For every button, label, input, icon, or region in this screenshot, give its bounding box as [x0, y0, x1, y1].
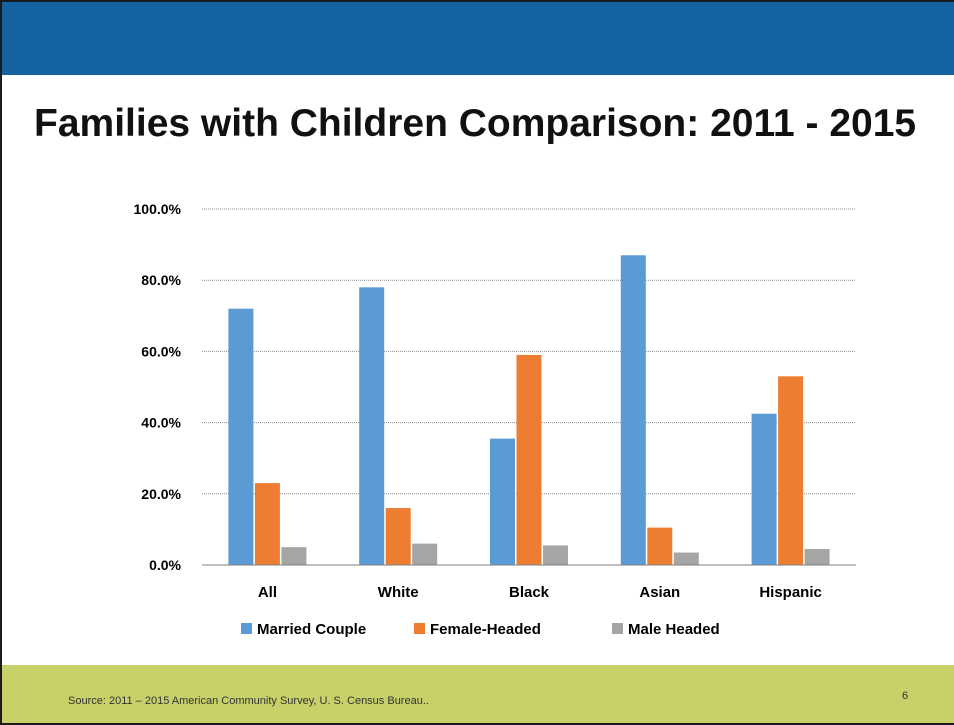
y-tick-label: 20.0% [141, 486, 181, 502]
bar-female-headed-all [255, 483, 280, 565]
bar-male-headed-hispanic [805, 549, 830, 565]
legend-label: Married Couple [257, 621, 366, 638]
y-tick-label: 100.0% [134, 201, 182, 217]
bar-female-headed-white [386, 508, 411, 565]
legend: Married Couple Female-Headed Male Headed [241, 621, 720, 638]
x-tick-label: White [378, 584, 419, 601]
x-tick-label: Black [509, 584, 550, 601]
bar-married-couple-asian [621, 255, 646, 565]
bar-married-couple-hispanic [752, 414, 777, 565]
bar-male-headed-black [543, 545, 568, 565]
bar-married-couple-all [228, 309, 253, 565]
slide-number: 6 [902, 690, 908, 702]
legend-swatch [612, 623, 623, 634]
bar-male-headed-asian [674, 553, 699, 565]
bars [228, 255, 829, 565]
bar-female-headed-black [517, 355, 542, 565]
bar-married-couple-white [359, 287, 384, 565]
legend-swatch [241, 623, 252, 634]
footer-band: Source: 2011 – 2015 American Community S… [2, 665, 954, 725]
bar-female-headed-hispanic [778, 376, 803, 565]
y-tick-label: 0.0% [149, 557, 181, 573]
legend-label: Female-Headed [430, 621, 541, 638]
x-tick-label: Asian [639, 584, 680, 601]
legend-label: Male Headed [628, 621, 720, 638]
bar-female-headed-asian [647, 528, 672, 565]
legend-swatch [414, 623, 425, 634]
y-tick-label: 40.0% [141, 415, 181, 431]
bar-married-couple-black [490, 439, 515, 565]
y-axis-tick-labels: 0.0% 20.0% 40.0% 60.0% 80.0% 100.0% [134, 201, 182, 573]
y-tick-label: 80.0% [141, 272, 181, 288]
y-tick-label: 60.0% [141, 343, 181, 359]
x-tick-label: Hispanic [759, 584, 822, 601]
source-note: Source: 2011 – 2015 American Community S… [68, 695, 429, 707]
x-axis-tick-labels: All White Black Asian Hispanic [258, 584, 822, 601]
x-tick-label: All [258, 584, 277, 601]
bar-male-headed-white [412, 544, 437, 565]
bar-male-headed-all [281, 547, 306, 565]
